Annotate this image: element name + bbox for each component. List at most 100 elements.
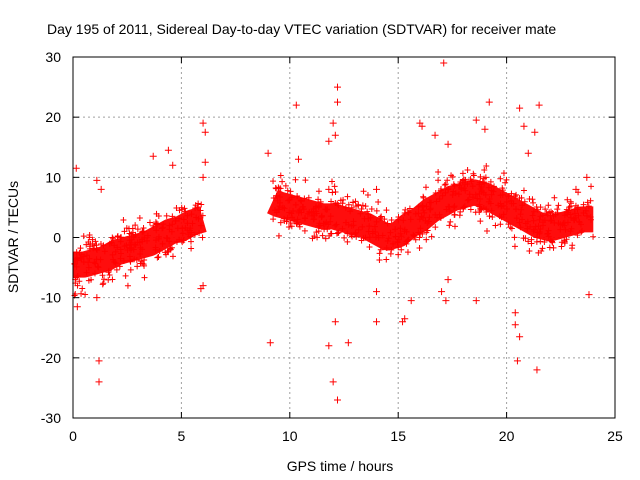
data-point: [546, 209, 553, 216]
data-point: [508, 225, 515, 232]
data-point: [561, 222, 568, 229]
data-point: [197, 222, 204, 229]
data-point: [420, 194, 427, 201]
data-point: [134, 263, 141, 270]
data-point: [318, 212, 325, 219]
data-point: [544, 231, 551, 238]
data-point: [130, 234, 137, 241]
data-point: [116, 263, 123, 270]
data-point: [505, 193, 512, 200]
data-point: [490, 188, 497, 195]
outlier-point: [169, 161, 177, 169]
data-point: [500, 211, 507, 218]
data-point: [169, 253, 176, 260]
data-point: [578, 229, 585, 236]
data-point: [533, 204, 540, 211]
data-point: [86, 245, 93, 252]
data-point: [451, 223, 458, 230]
data-point: [296, 206, 303, 213]
data-point: [80, 233, 87, 240]
data-point: [179, 239, 186, 246]
data-point: [294, 193, 301, 200]
data-point: [404, 249, 411, 256]
data-point: [390, 240, 397, 247]
data-point: [392, 226, 399, 233]
data-point: [359, 202, 366, 209]
data-point: [333, 221, 340, 228]
data-point: [465, 196, 472, 203]
data-point: [428, 199, 435, 206]
data-point: [163, 212, 170, 219]
data-point: [109, 234, 116, 241]
data-point: [419, 202, 426, 209]
data-point: [300, 203, 307, 210]
data-point: [181, 205, 188, 212]
outlier-point: [520, 122, 528, 130]
data-point: [305, 194, 312, 201]
data-point: [168, 244, 175, 251]
x-tick-label: 10: [282, 428, 298, 444]
data-point: [113, 266, 120, 273]
data-point: [188, 211, 195, 218]
data-point: [86, 231, 93, 238]
data-point: [532, 223, 539, 230]
data-point: [199, 234, 206, 241]
data-point: [316, 220, 323, 227]
outlier-point: [440, 59, 448, 67]
data-point: [420, 207, 427, 214]
data-point: [86, 255, 93, 262]
data-point: [451, 203, 458, 210]
outlier-point: [373, 318, 381, 326]
data-point: [375, 199, 382, 206]
data-point: [456, 212, 463, 219]
data-point: [479, 178, 486, 185]
outlier-point: [438, 288, 446, 296]
data-point: [425, 218, 432, 225]
data-point: [342, 204, 349, 211]
data-point: [437, 215, 444, 222]
outlier-point: [481, 125, 489, 133]
data-point: [93, 242, 100, 249]
data-points: [70, 59, 597, 404]
outlier-point: [583, 173, 591, 181]
data-point: [315, 222, 322, 229]
outlier-point: [585, 291, 593, 299]
data-point: [287, 188, 294, 195]
data-point: [519, 202, 526, 209]
data-point: [285, 223, 292, 230]
data-point: [446, 222, 453, 229]
data-point: [518, 194, 525, 201]
data-point: [371, 223, 378, 230]
data-point: [335, 229, 342, 236]
data-point: [477, 173, 484, 180]
data-point: [152, 244, 159, 251]
data-point: [97, 256, 104, 263]
data-point: [315, 228, 322, 235]
data-point: [381, 216, 388, 223]
data-point: [491, 183, 498, 190]
data-point: [541, 217, 548, 224]
outlier-point: [331, 318, 339, 326]
data-point: [298, 198, 305, 205]
data-point: [350, 222, 357, 229]
data-point: [110, 235, 117, 242]
data-point: [302, 177, 309, 184]
data-point: [433, 198, 440, 205]
data-point: [117, 246, 124, 253]
data-point: [141, 274, 148, 281]
outlier-point: [444, 140, 452, 148]
data-point: [420, 214, 427, 221]
data-point: [555, 202, 562, 209]
data-point: [497, 175, 504, 182]
data-point: [324, 226, 331, 233]
outlier-point: [333, 98, 341, 106]
data-point: [554, 209, 561, 216]
outlier-point: [373, 185, 381, 193]
data-point: [530, 227, 537, 234]
data-point: [398, 246, 405, 253]
outlier-point: [431, 131, 439, 139]
data-point: [455, 191, 462, 198]
data-point: [189, 220, 196, 227]
data-point: [85, 264, 92, 271]
data-point: [293, 220, 300, 227]
